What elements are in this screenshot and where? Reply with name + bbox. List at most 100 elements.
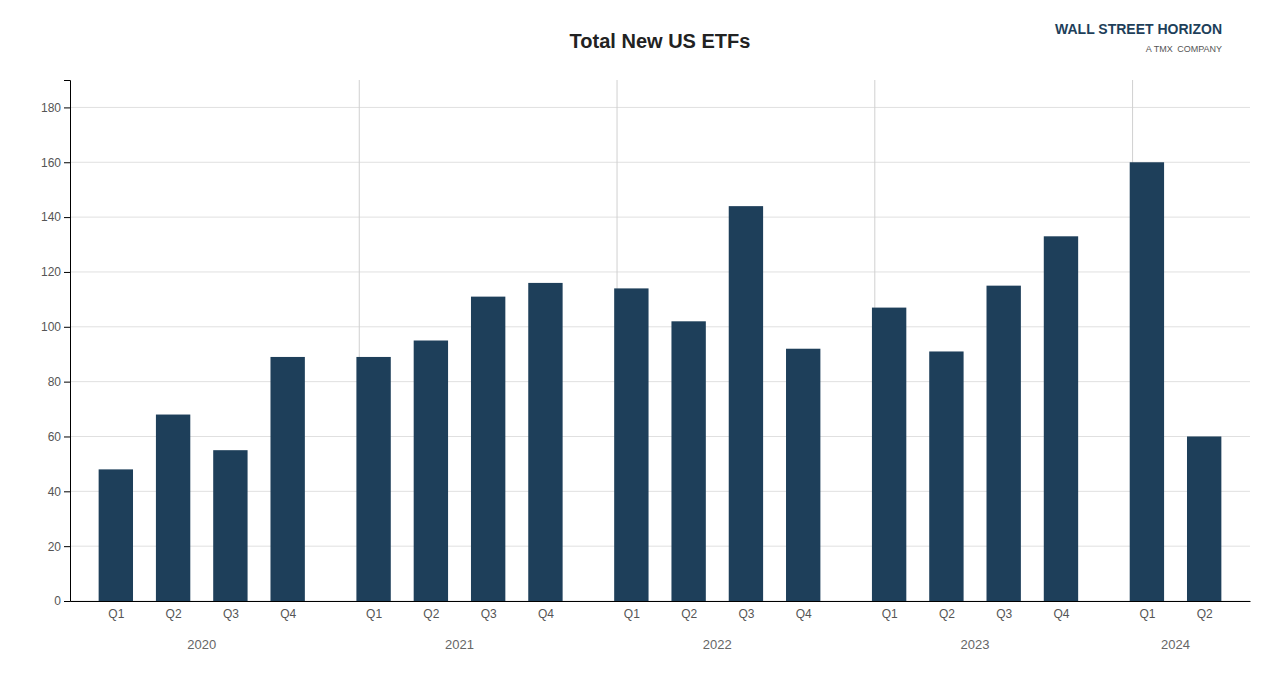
x-tick-label: Q4 — [538, 607, 554, 621]
group-label: 2021 — [445, 637, 474, 652]
y-tick-label: 0 — [54, 594, 61, 608]
x-tick-label: Q4 — [796, 607, 812, 621]
grid-line — [70, 217, 1250, 218]
bar — [1044, 236, 1078, 601]
x-tick: Q2 — [681, 607, 697, 621]
x-tick-label: Q4 — [1053, 607, 1069, 621]
x-tick: Q2 — [423, 607, 439, 621]
x-tick: Q2 — [1197, 607, 1213, 621]
y-tick-label: 140 — [41, 210, 61, 224]
x-tick-label: Q2 — [423, 607, 439, 621]
group-label: 2020 — [187, 637, 216, 652]
bar — [471, 297, 505, 601]
annotation: WALL STREET HORIZON — [1055, 21, 1222, 37]
y-tick-mark — [64, 217, 70, 218]
x-tick: Q4 — [1053, 607, 1069, 621]
bar — [99, 469, 133, 601]
y-tick-mark — [64, 162, 70, 163]
x-tick-label: Q2 — [1197, 607, 1213, 621]
annotation: A TMX COMPANY — [1146, 44, 1222, 54]
x-tick-label: Q2 — [939, 607, 955, 621]
x-tick-label: Q1 — [624, 607, 640, 621]
y-tick-mark — [64, 272, 70, 273]
x-axis-line — [71, 601, 1251, 602]
x-tick: Q1 — [366, 607, 382, 621]
y-tick-label: 160 — [41, 156, 61, 170]
y-tick: 140 — [41, 210, 70, 224]
y-tick: 40 — [48, 485, 70, 499]
bar — [729, 206, 763, 601]
y-tick-mark — [64, 327, 70, 328]
y-tick-mark — [64, 546, 70, 547]
y-tick-label: 180 — [41, 101, 61, 115]
x-tick: Q4 — [538, 607, 554, 621]
bar — [929, 351, 963, 601]
x-tick: Q1 — [624, 607, 640, 621]
x-tick: Q1 — [882, 607, 898, 621]
x-tick-label: Q4 — [280, 607, 296, 621]
x-tick-label: Q1 — [1139, 607, 1155, 621]
x-tick: Q4 — [796, 607, 812, 621]
bar — [1130, 162, 1164, 601]
y-tick-mark — [64, 491, 70, 492]
bars — [99, 162, 1222, 601]
bar — [872, 308, 906, 601]
group-label: 2024 — [1161, 637, 1190, 652]
x-tick: Q4 — [280, 607, 296, 621]
group-label: 2023 — [961, 637, 990, 652]
y-tick-mark — [64, 601, 70, 602]
x-tick-label: Q1 — [366, 607, 382, 621]
bar — [528, 283, 562, 601]
x-tick: Q3 — [223, 607, 239, 621]
y-tick: 20 — [48, 539, 70, 553]
y-tick-mark — [64, 382, 70, 383]
group-label: 2022 — [703, 637, 732, 652]
y-tick: 160 — [41, 156, 70, 170]
y-tick: 180 — [41, 101, 70, 115]
x-tick-label: Q3 — [481, 607, 497, 621]
y-tick-label: 40 — [48, 485, 62, 499]
x-tick-label: Q3 — [738, 607, 754, 621]
y-tick-label: 120 — [41, 265, 61, 279]
x-tick-label: Q1 — [108, 607, 124, 621]
x-axis: Q1 Q2 Q3 Q4 Q1 Q2 Q3 Q4 Q1 Q2 Q3 Q4 Q1 Q2 Q3 Q4 Q1 Q2 — [71, 602, 1251, 621]
x-tick: Q2 — [939, 607, 955, 621]
x-tick: Q2 — [166, 607, 182, 621]
y-tick-label: 80 — [48, 375, 62, 389]
x-tick-label: Q2 — [166, 607, 182, 621]
x-tick: Q3 — [996, 607, 1012, 621]
bar — [1187, 436, 1221, 601]
y-tick: 120 — [41, 265, 70, 279]
bar — [414, 341, 448, 602]
y-tick: 60 — [48, 430, 70, 444]
bar — [156, 415, 190, 601]
bar — [671, 321, 705, 601]
group-dividers — [359, 80, 1132, 601]
bar — [213, 450, 247, 601]
x-tick: Q1 — [108, 607, 124, 621]
x-tick-label: Q1 — [882, 607, 898, 621]
bar — [987, 286, 1021, 601]
y-axis: 0 20 40 60 80 100 120 140 160 180 — [41, 81, 71, 609]
y-tick-label: 100 — [41, 320, 61, 334]
x-tick-label: Q3 — [223, 607, 239, 621]
y-tick-mark — [64, 436, 70, 437]
x-tick: Q1 — [1139, 607, 1155, 621]
y-tick-mark — [64, 107, 70, 108]
y-tick-label: 20 — [48, 539, 62, 553]
y-axis-line — [64, 81, 71, 602]
x-tick: Q3 — [738, 607, 754, 621]
bar — [786, 349, 820, 601]
grid — [70, 107, 1250, 601]
y-tick: 100 — [41, 320, 70, 334]
bar — [614, 288, 648, 601]
x-tick: Q3 — [481, 607, 497, 621]
x-tick-label: Q2 — [681, 607, 697, 621]
grid-line — [70, 107, 1250, 108]
bar — [270, 357, 304, 601]
x-tick-label: Q3 — [996, 607, 1012, 621]
group-labels: 2020 2021 2022 2023 2024 — [187, 637, 1190, 652]
bar — [356, 357, 390, 601]
y-tick: 80 — [48, 375, 70, 389]
grid-line — [70, 162, 1250, 163]
